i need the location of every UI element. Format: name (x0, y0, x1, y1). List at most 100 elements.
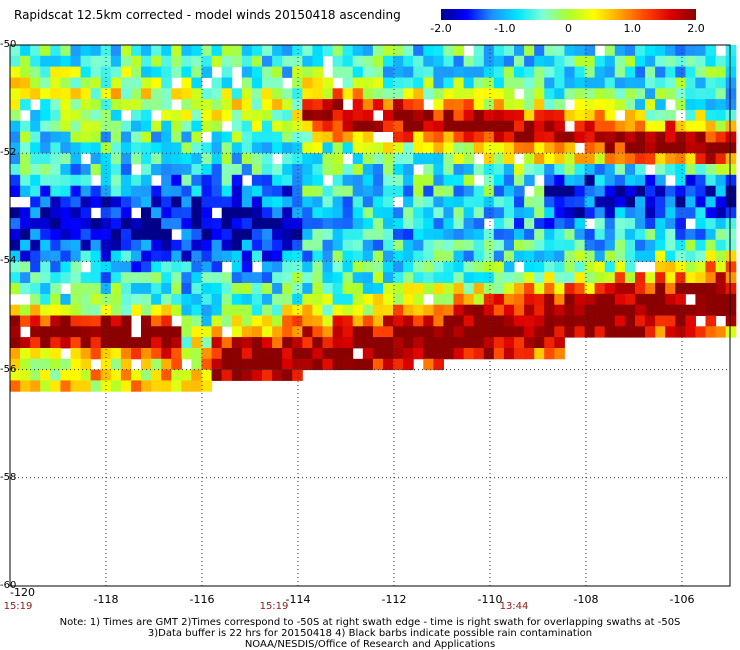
wind-cell (211, 55, 223, 68)
wind-cell (665, 88, 676, 100)
wind-cell (524, 77, 535, 89)
wind-cell (574, 304, 586, 316)
wind-cell (60, 196, 71, 208)
wind-cell (100, 261, 112, 273)
wind-cell (221, 45, 233, 57)
wind-cell (453, 304, 465, 316)
wind-cell (393, 88, 404, 100)
wind-cell (503, 207, 515, 219)
wind-cell (685, 304, 696, 316)
wind-cell (352, 283, 364, 295)
wind-cell (60, 120, 71, 132)
wind-cell (312, 304, 323, 316)
wind-cell (201, 55, 213, 68)
wind-cell (383, 337, 394, 349)
wind-cell (90, 337, 102, 349)
wind-cell (514, 66, 525, 78)
wind-cell (564, 153, 575, 165)
wind-cell (463, 304, 475, 316)
wind-cell (342, 207, 354, 219)
wind-cell (423, 174, 434, 187)
wind-cell (251, 348, 263, 360)
wind-cell (151, 326, 162, 338)
wind-cell (624, 45, 636, 57)
wind-cell (181, 88, 192, 100)
wind-cell (211, 120, 223, 132)
wind-cell (483, 109, 495, 122)
wind-cell (251, 131, 263, 143)
wind-cell (292, 283, 303, 295)
wind-cell (423, 337, 434, 349)
wind-cell (645, 228, 656, 241)
wind-cell (332, 239, 344, 252)
wind-cell (665, 196, 676, 208)
wind-cell (110, 153, 122, 165)
wind-cell (493, 120, 505, 132)
wind-cell (403, 99, 414, 111)
wind-cell (332, 185, 344, 197)
wind-cell (584, 77, 596, 89)
wind-cell (433, 196, 444, 208)
wind-cell (715, 196, 727, 208)
wind-cell (221, 304, 233, 316)
wind-cell (322, 228, 334, 241)
wind-cell (413, 66, 424, 78)
wind-cell (342, 261, 354, 273)
wind-cell (231, 142, 243, 154)
wind-cell (443, 55, 454, 68)
wind-cell (624, 326, 636, 338)
wind-cell (80, 207, 92, 219)
wind-cell (332, 358, 344, 371)
wind-cell (272, 142, 283, 154)
wind-cell (655, 66, 666, 78)
wind-cell (665, 239, 676, 252)
wind-cell (493, 142, 505, 154)
colorbar-tick-label: -1.0 (494, 22, 516, 35)
wind-cell (383, 55, 394, 68)
wind-cell (675, 326, 686, 338)
wind-cell (584, 239, 596, 252)
wind-cell (262, 239, 273, 252)
wind-cell (161, 99, 172, 111)
wind-cell (544, 228, 555, 241)
wind-cell (90, 369, 102, 381)
wind-cell (554, 196, 565, 208)
wind-cell (524, 109, 535, 122)
wind-cell (120, 315, 132, 327)
wind-cell (695, 185, 706, 197)
wind-cell (695, 131, 706, 143)
wind-cell (493, 45, 505, 57)
wind-cell (493, 55, 505, 68)
wind-cell (614, 228, 626, 241)
wind-cell (312, 88, 323, 100)
wind-cell (342, 66, 354, 78)
wind-cell (544, 272, 555, 284)
wind-cell (50, 153, 61, 165)
wind-cell (685, 196, 696, 208)
wind-cell (342, 218, 354, 230)
wind-cell (675, 283, 686, 295)
wind-cell (433, 164, 444, 176)
wind-cell (221, 293, 233, 306)
wind-cell (332, 337, 344, 349)
wind-cell (493, 218, 505, 230)
wind-cell (635, 109, 646, 122)
wind-cell (120, 131, 132, 143)
wind-cell (413, 142, 424, 154)
wind-cell (70, 174, 82, 187)
wind-cell (514, 250, 525, 262)
wind-cell (201, 109, 213, 122)
wind-cell (362, 196, 374, 208)
wind-cell (20, 337, 31, 349)
wind-cell (90, 326, 102, 338)
wind-cell (695, 164, 706, 176)
wind-cell (514, 283, 525, 295)
wind-cell (372, 185, 384, 197)
wind-cell (675, 120, 686, 132)
wind-cell (574, 99, 586, 111)
wind-cell (191, 272, 202, 284)
wind-cell (302, 55, 313, 68)
wind-cell (433, 77, 444, 89)
wind-cell (50, 174, 61, 187)
wind-cell (211, 348, 223, 360)
